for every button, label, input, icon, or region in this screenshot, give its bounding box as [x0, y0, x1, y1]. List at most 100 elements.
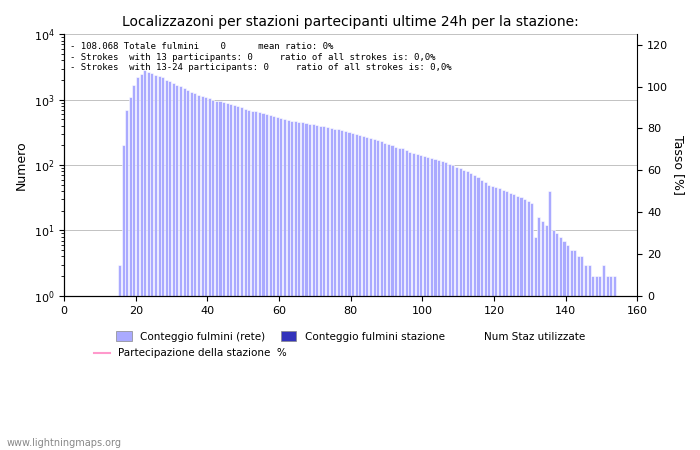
Bar — [387, 144, 390, 450]
Bar — [269, 115, 272, 450]
Bar — [190, 92, 193, 450]
Bar — [262, 113, 265, 450]
Bar — [505, 191, 508, 450]
Bar — [502, 190, 505, 450]
Bar — [279, 118, 282, 450]
Bar — [448, 164, 451, 450]
Bar — [71, 302, 75, 450]
Bar — [64, 302, 67, 450]
Bar — [147, 72, 150, 450]
Bar — [580, 256, 584, 450]
Bar — [118, 265, 121, 450]
Bar — [176, 85, 178, 450]
Bar — [351, 133, 354, 450]
Bar — [111, 302, 114, 450]
Bar — [215, 100, 218, 450]
Bar — [452, 165, 454, 450]
Bar — [218, 101, 221, 450]
Bar — [272, 116, 275, 450]
Bar — [144, 71, 146, 450]
Bar — [548, 191, 551, 450]
Bar — [247, 110, 250, 450]
Bar — [301, 122, 304, 450]
Bar — [477, 177, 480, 450]
Bar — [494, 187, 498, 450]
Bar — [294, 121, 297, 450]
Bar — [244, 108, 246, 450]
Bar — [154, 75, 157, 450]
Bar — [254, 112, 258, 450]
Bar — [362, 136, 365, 450]
Bar — [326, 127, 329, 450]
Bar — [365, 137, 368, 450]
Bar — [251, 111, 254, 450]
Bar — [90, 302, 92, 450]
Bar — [107, 302, 111, 450]
Bar — [416, 153, 419, 450]
Bar — [83, 302, 85, 450]
Bar — [379, 141, 383, 450]
Bar — [211, 100, 214, 450]
Bar — [587, 265, 591, 450]
Bar — [233, 105, 236, 450]
Bar — [419, 154, 422, 450]
Bar — [473, 175, 476, 450]
Bar — [186, 90, 189, 450]
Bar — [129, 97, 132, 450]
Bar — [290, 121, 293, 450]
Bar — [97, 302, 99, 450]
Bar — [384, 143, 386, 450]
Bar — [344, 131, 347, 450]
Bar — [139, 74, 143, 450]
Bar — [355, 134, 358, 450]
Bar — [333, 129, 336, 450]
Bar — [204, 97, 207, 450]
Bar — [100, 302, 103, 450]
Bar — [577, 256, 580, 450]
Bar — [197, 94, 200, 450]
Bar — [440, 161, 444, 450]
Bar — [391, 145, 393, 450]
Bar — [398, 148, 400, 450]
Bar — [347, 132, 351, 450]
Bar — [573, 250, 576, 450]
Bar — [86, 302, 89, 450]
Bar — [570, 250, 573, 450]
Bar — [372, 139, 376, 450]
Bar — [566, 245, 569, 450]
Bar — [408, 152, 412, 450]
Bar — [598, 276, 601, 450]
Bar — [631, 302, 634, 450]
Bar — [225, 104, 229, 450]
Bar — [595, 276, 598, 450]
Text: - 108.068 Totale fulmini    0      mean ratio: 0%
- Strokes  with 13 participant: - 108.068 Totale fulmini 0 mean ratio: 0… — [70, 42, 452, 72]
Bar — [534, 237, 537, 450]
Bar — [552, 230, 555, 450]
Bar — [304, 123, 307, 450]
Bar — [68, 302, 71, 450]
Bar — [172, 83, 175, 450]
Bar — [516, 196, 519, 450]
Bar — [376, 140, 379, 450]
Title: Localizzazoni per stazioni partecipanti ultime 24h per la stazione:: Localizzazoni per stazioni partecipanti … — [122, 15, 579, 29]
Bar — [602, 265, 605, 450]
Bar — [358, 135, 361, 450]
Bar — [308, 124, 311, 450]
Bar — [480, 180, 483, 450]
Bar — [430, 158, 433, 450]
Y-axis label: Tasso [%]: Tasso [%] — [672, 135, 685, 195]
Bar — [466, 171, 469, 450]
Bar — [401, 148, 405, 450]
Bar — [545, 225, 547, 450]
Bar — [538, 217, 540, 450]
Bar — [394, 147, 397, 450]
Bar — [136, 77, 139, 450]
Bar — [283, 119, 286, 450]
Bar — [512, 194, 515, 450]
Bar — [265, 114, 268, 450]
Bar — [627, 302, 630, 450]
Bar — [526, 201, 530, 450]
Bar — [315, 125, 318, 450]
Bar — [286, 120, 290, 450]
Bar — [183, 88, 186, 450]
